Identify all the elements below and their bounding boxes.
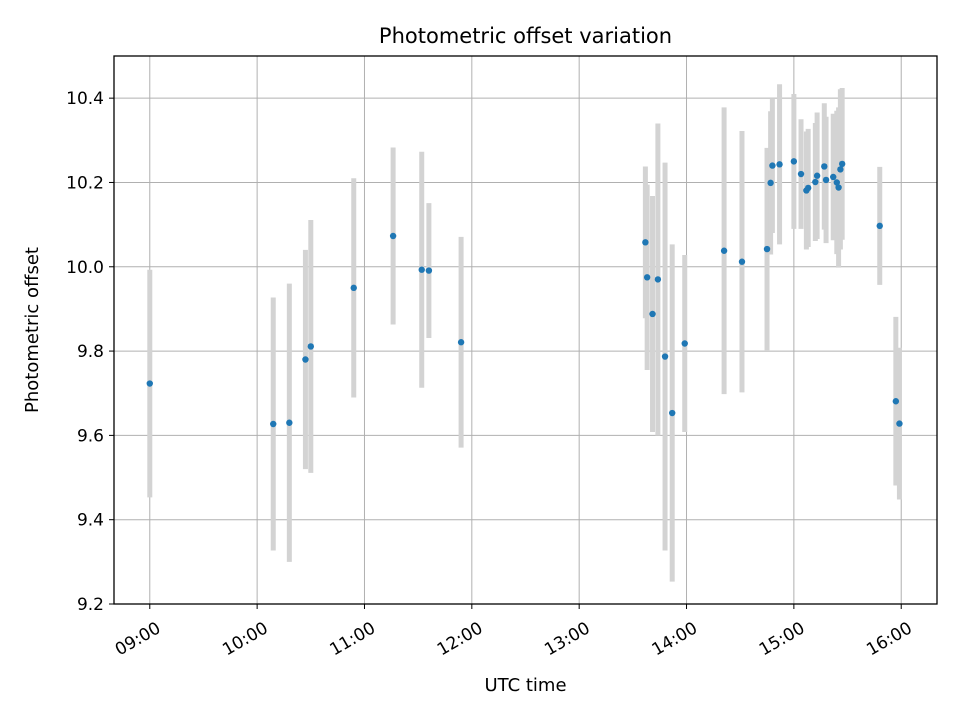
data-point — [642, 239, 649, 246]
data-point — [418, 266, 425, 273]
data-point — [797, 170, 805, 178]
data-point — [763, 245, 771, 253]
data-point — [835, 184, 842, 191]
data-point — [720, 247, 728, 254]
data-point — [738, 258, 746, 265]
y-axis-label: Photometric offset — [22, 247, 43, 413]
data-point — [389, 232, 397, 240]
y-tick-label: 9.8 — [77, 342, 104, 362]
data-point — [767, 179, 774, 187]
y-tick-label: 9.4 — [77, 511, 104, 531]
data-point — [830, 173, 837, 181]
data-point — [833, 179, 841, 186]
data-point — [307, 343, 315, 350]
chart-title: Photometric offset variation — [379, 24, 672, 48]
data-point — [270, 420, 277, 428]
data-point — [654, 276, 662, 283]
data-point — [669, 409, 676, 417]
y-tick-label: 9.2 — [77, 595, 104, 615]
y-tick-label: 10.0 — [66, 258, 104, 278]
data-point — [769, 162, 776, 169]
y-tick-label: 10.4 — [66, 89, 104, 109]
data-point — [457, 339, 465, 346]
data-point — [812, 178, 819, 186]
data-point — [838, 160, 846, 168]
data-point — [776, 161, 783, 168]
data-point — [822, 176, 830, 184]
x-axis-label: UTC time — [484, 675, 566, 696]
data-point — [837, 166, 844, 173]
plot-frame — [113, 55, 938, 605]
data-point — [804, 184, 812, 192]
data-point — [876, 222, 883, 230]
y-tick-label: 10.2 — [66, 173, 104, 193]
data-point — [302, 356, 309, 363]
data-point — [790, 158, 798, 165]
data-point — [821, 163, 828, 170]
data-point — [425, 267, 433, 274]
y-axis-ticks: 9.2 9.4 9.6 9.8 10.0 10.2 10.4 — [66, 89, 114, 615]
data-point — [286, 419, 293, 426]
data-point — [813, 172, 821, 179]
data-point — [661, 353, 669, 360]
data-point — [892, 398, 900, 405]
data-point — [146, 380, 153, 387]
data-point — [350, 284, 357, 292]
data-points — [146, 158, 903, 428]
data-point — [896, 420, 903, 427]
data-point — [643, 274, 651, 281]
data-point — [681, 340, 688, 347]
data-point — [649, 310, 656, 318]
y-tick-label: 9.6 — [77, 426, 104, 446]
